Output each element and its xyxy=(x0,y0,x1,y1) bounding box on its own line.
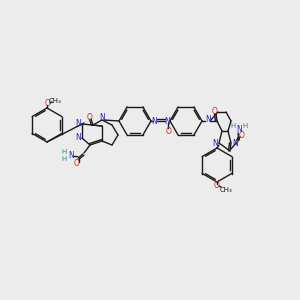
Text: CH₃: CH₃ xyxy=(220,187,232,193)
Text: ⁻: ⁻ xyxy=(172,127,176,136)
Text: N: N xyxy=(164,116,170,125)
Text: N: N xyxy=(68,151,74,160)
Text: +: + xyxy=(168,116,174,121)
Text: O: O xyxy=(166,127,172,136)
Text: H: H xyxy=(242,123,247,129)
Text: N: N xyxy=(232,139,238,148)
Text: N: N xyxy=(236,124,242,134)
Text: O: O xyxy=(87,112,93,122)
Text: N: N xyxy=(75,119,81,128)
Text: N: N xyxy=(75,134,81,142)
Text: O: O xyxy=(214,182,220,190)
Text: O: O xyxy=(45,98,51,107)
Text: H: H xyxy=(61,156,67,162)
Text: O: O xyxy=(74,160,80,169)
Text: CH₃: CH₃ xyxy=(49,98,62,104)
Text: O: O xyxy=(212,107,218,116)
Text: N: N xyxy=(151,116,157,125)
Text: N: N xyxy=(99,112,105,122)
Text: N: N xyxy=(212,139,218,148)
Text: H: H xyxy=(61,149,67,155)
Text: N: N xyxy=(205,115,211,124)
Text: H: H xyxy=(230,123,236,129)
Text: O: O xyxy=(239,131,245,140)
